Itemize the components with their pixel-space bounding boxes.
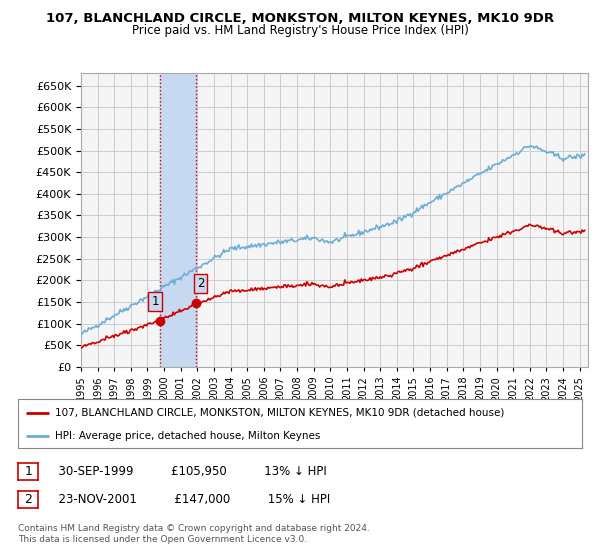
Text: Contains HM Land Registry data © Crown copyright and database right 2024.: Contains HM Land Registry data © Crown c… xyxy=(18,524,370,533)
Bar xyxy=(160,73,196,367)
Text: 107, BLANCHLAND CIRCLE, MONKSTON, MILTON KEYNES, MK10 9DR (detached house): 107, BLANCHLAND CIRCLE, MONKSTON, MILTON… xyxy=(55,408,504,418)
Text: This data is licensed under the Open Government Licence v3.0.: This data is licensed under the Open Gov… xyxy=(18,535,307,544)
Text: 2: 2 xyxy=(24,493,32,506)
Text: 30-SEP-1999          £105,950          13% ↓ HPI: 30-SEP-1999 £105,950 13% ↓ HPI xyxy=(51,465,327,478)
Text: 23-NOV-2001          £147,000          15% ↓ HPI: 23-NOV-2001 £147,000 15% ↓ HPI xyxy=(51,493,330,506)
Text: 2: 2 xyxy=(197,277,205,290)
Text: 1: 1 xyxy=(24,465,32,478)
Text: 1: 1 xyxy=(151,295,159,308)
Text: Price paid vs. HM Land Registry's House Price Index (HPI): Price paid vs. HM Land Registry's House … xyxy=(131,24,469,37)
Text: 107, BLANCHLAND CIRCLE, MONKSTON, MILTON KEYNES, MK10 9DR: 107, BLANCHLAND CIRCLE, MONKSTON, MILTON… xyxy=(46,12,554,25)
Text: HPI: Average price, detached house, Milton Keynes: HPI: Average price, detached house, Milt… xyxy=(55,431,320,441)
